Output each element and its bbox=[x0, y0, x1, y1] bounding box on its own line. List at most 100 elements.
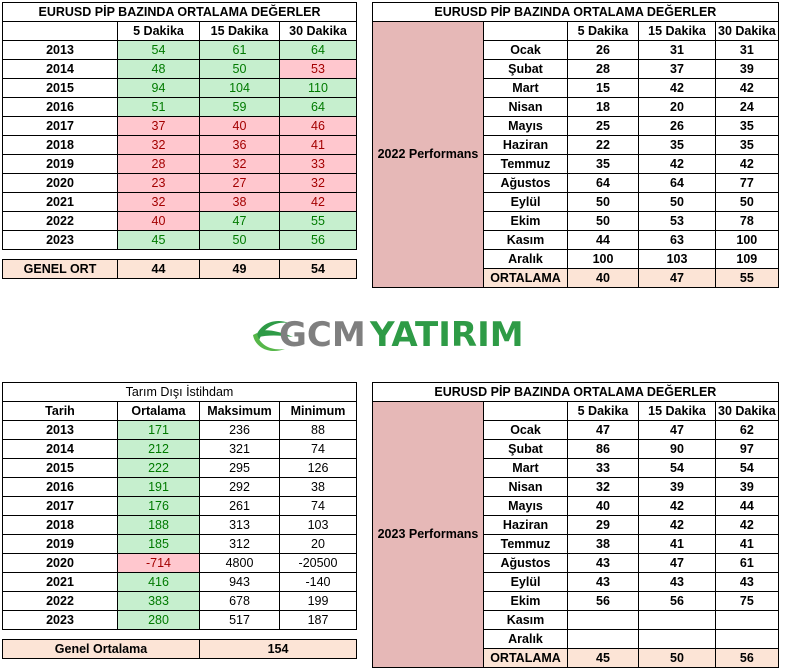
data-cell: 43 bbox=[567, 572, 639, 592]
data-cell: 109 bbox=[715, 249, 779, 269]
row-label: 2020 bbox=[2, 173, 118, 193]
month-label: Kasım bbox=[483, 610, 568, 630]
logo-text-yatirim: YATIRIM bbox=[370, 315, 524, 355]
month-label: Ocak bbox=[483, 420, 568, 440]
footer-value: 40 bbox=[567, 268, 639, 288]
footer-value: 50 bbox=[638, 648, 716, 668]
data-cell: 100 bbox=[567, 249, 639, 269]
col-header: 30 Dakika bbox=[715, 21, 779, 41]
average-cell: 171 bbox=[117, 420, 200, 440]
data-cell: 56 bbox=[567, 591, 639, 611]
footer-label: GENEL ORT bbox=[2, 259, 118, 279]
data-cell: 27 bbox=[199, 173, 280, 193]
average-cell: 222 bbox=[117, 458, 200, 478]
data-cell: 32 bbox=[117, 135, 200, 155]
min-cell: 187 bbox=[279, 610, 357, 630]
data-cell: 40 bbox=[567, 496, 639, 516]
data-cell bbox=[715, 629, 779, 649]
table-row: Ağustos 43 47 61 bbox=[373, 553, 779, 573]
monthly-2023-table: EURUSD PİP BAZINDA ORTALAMA DEĞERLER 2023… bbox=[372, 382, 779, 668]
performance-label: 2022 Performans bbox=[372, 21, 484, 288]
table-row: 2022 383 678 199 bbox=[2, 591, 357, 611]
data-cell: 75 bbox=[715, 591, 779, 611]
table-row: Eylül 50 50 50 bbox=[373, 192, 779, 212]
table-row: Kasım bbox=[373, 610, 779, 630]
month-label: Şubat bbox=[483, 439, 568, 459]
row-label: 2017 bbox=[2, 116, 118, 136]
yearly-footer-grid: GENEL ORT 44 49 54 bbox=[2, 259, 357, 279]
row-label: 2013 bbox=[2, 40, 118, 60]
table-row: 2018 188 313 103 bbox=[2, 515, 357, 535]
month-label: Ekim bbox=[483, 211, 568, 231]
data-cell: 41 bbox=[638, 534, 716, 554]
footer-value: 54 bbox=[279, 259, 357, 279]
table-row: 2015 94 104 110 bbox=[2, 78, 357, 98]
data-cell: 64 bbox=[638, 173, 716, 193]
table-row: Mart 15 42 42 bbox=[373, 78, 779, 98]
data-cell: 56 bbox=[279, 230, 357, 250]
average-cell: 280 bbox=[117, 610, 200, 630]
data-cell: 64 bbox=[279, 40, 357, 60]
gcm-yatirim-logo: GCM YATIRIM bbox=[249, 311, 524, 361]
table-row: 2019 185 312 20 bbox=[2, 534, 357, 554]
data-cell: 39 bbox=[638, 477, 716, 497]
min-cell: -20500 bbox=[279, 553, 357, 573]
data-cell: 33 bbox=[279, 154, 357, 174]
month-label: Haziran bbox=[483, 515, 568, 535]
table-row: 2013 171 236 88 bbox=[2, 420, 357, 440]
year-label: 2022 bbox=[2, 591, 118, 611]
data-cell: 64 bbox=[567, 173, 639, 193]
footer-label: Genel Ortalama bbox=[2, 639, 200, 659]
data-cell: 61 bbox=[199, 40, 280, 60]
col-header: Minimum bbox=[279, 401, 357, 421]
footer-row: ORTALAMA 45 50 56 bbox=[373, 648, 779, 668]
data-cell: 32 bbox=[117, 192, 200, 212]
average-cell: 185 bbox=[117, 534, 200, 554]
min-cell: 38 bbox=[279, 477, 357, 497]
data-cell: 94 bbox=[117, 78, 200, 98]
nonfarm-grid: Tarım Dışı İstihdam Tarih Ortalama Maksi… bbox=[2, 382, 357, 630]
min-cell: 126 bbox=[279, 458, 357, 478]
data-cell: 28 bbox=[567, 59, 639, 79]
data-cell: 42 bbox=[715, 515, 779, 535]
logo-text-gcm: GCM bbox=[279, 315, 366, 355]
table-row: 2020 23 27 32 bbox=[2, 173, 357, 193]
nonfarm-table: Tarım Dışı İstihdam Tarih Ortalama Maksi… bbox=[2, 382, 357, 659]
data-cell: 44 bbox=[715, 496, 779, 516]
data-cell: 55 bbox=[279, 211, 357, 231]
globe-swoosh-icon bbox=[253, 321, 293, 352]
table-row: Nisan 18 20 24 bbox=[373, 97, 779, 117]
corner-cell bbox=[2, 21, 118, 41]
data-cell: 42 bbox=[638, 496, 716, 516]
year-label: 2021 bbox=[2, 572, 118, 592]
table-row: Şubat 86 90 97 bbox=[373, 439, 779, 459]
table-row: 2018 32 36 41 bbox=[2, 135, 357, 155]
table-row: 2022 40 47 55 bbox=[2, 211, 357, 231]
footer-row: ORTALAMA 40 47 55 bbox=[373, 268, 779, 288]
month-label: Mayıs bbox=[483, 116, 568, 136]
data-cell: 41 bbox=[279, 135, 357, 155]
table-row: Haziran 22 35 35 bbox=[373, 135, 779, 155]
table-row: 2016 191 292 38 bbox=[2, 477, 357, 497]
col-header: 15 Dakika bbox=[199, 21, 280, 41]
year-label: 2019 bbox=[2, 534, 118, 554]
data-cell: 44 bbox=[567, 230, 639, 250]
data-cell: 46 bbox=[279, 116, 357, 136]
data-cell: 103 bbox=[638, 249, 716, 269]
monthly-2022-grid: EURUSD PİP BAZINDA ORTALAMA DEĞERLER 2022… bbox=[372, 2, 779, 288]
data-cell: 40 bbox=[117, 211, 200, 231]
row-label: 2023 bbox=[2, 230, 118, 250]
month-label: Ağustos bbox=[483, 173, 568, 193]
data-cell: 63 bbox=[638, 230, 716, 250]
table-row: 2020 -714 4800 -20500 bbox=[2, 553, 357, 573]
max-cell: 321 bbox=[199, 439, 280, 459]
row-label: 2019 bbox=[2, 154, 118, 174]
data-cell: 20 bbox=[638, 97, 716, 117]
row-label: 2022 bbox=[2, 211, 118, 231]
table-row: 2014 48 50 53 bbox=[2, 59, 357, 79]
max-cell: 312 bbox=[199, 534, 280, 554]
month-label: Nisan bbox=[483, 97, 568, 117]
data-cell: 26 bbox=[638, 116, 716, 136]
col-header: 15 Dakika bbox=[638, 21, 716, 41]
data-cell: 22 bbox=[567, 135, 639, 155]
